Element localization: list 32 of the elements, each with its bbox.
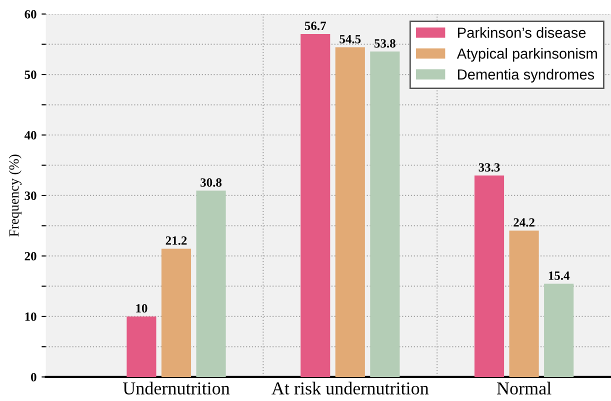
legend-label: Atypical parkinsonism <box>456 48 597 62</box>
data-label: 33.3 <box>478 163 500 172</box>
legend-label: Dementia syndromes <box>458 68 594 83</box>
data-label: 15.4 <box>548 271 570 280</box>
data-label: 53.8 <box>374 39 396 48</box>
bar <box>161 248 192 377</box>
bar <box>544 284 574 377</box>
bar <box>509 230 539 377</box>
bar <box>196 190 226 377</box>
y-tick-label: 40 <box>24 131 36 140</box>
bar <box>370 52 400 377</box>
data-label: 10 <box>136 304 148 313</box>
y-tick-label: 20 <box>24 252 36 260</box>
y-tick-label: 10 <box>25 312 36 321</box>
bar <box>474 176 504 377</box>
x-tick-label: At risk undernutrition <box>272 382 429 395</box>
legend-label: Parkinson’s disease <box>458 27 586 38</box>
bar <box>300 34 330 377</box>
y-tick-label: 30 <box>24 192 36 200</box>
y-tick-label: 50 <box>24 70 36 79</box>
data-label: 30.8 <box>200 178 222 187</box>
y-tick-label: 0 <box>31 372 36 382</box>
data-label: 54.5 <box>340 35 361 44</box>
data-label: 56.7 <box>304 22 326 30</box>
data-label: 24.2 <box>514 218 534 227</box>
x-tick-label: Normal <box>496 382 552 395</box>
bar <box>335 47 365 377</box>
y-axis-title: Frequency (%) <box>8 154 22 237</box>
x-tick-label: Undernutrition <box>122 382 230 395</box>
bar <box>126 316 156 377</box>
data-label: 21.2 <box>166 236 187 245</box>
y-tick-label: 60 <box>24 10 36 18</box>
